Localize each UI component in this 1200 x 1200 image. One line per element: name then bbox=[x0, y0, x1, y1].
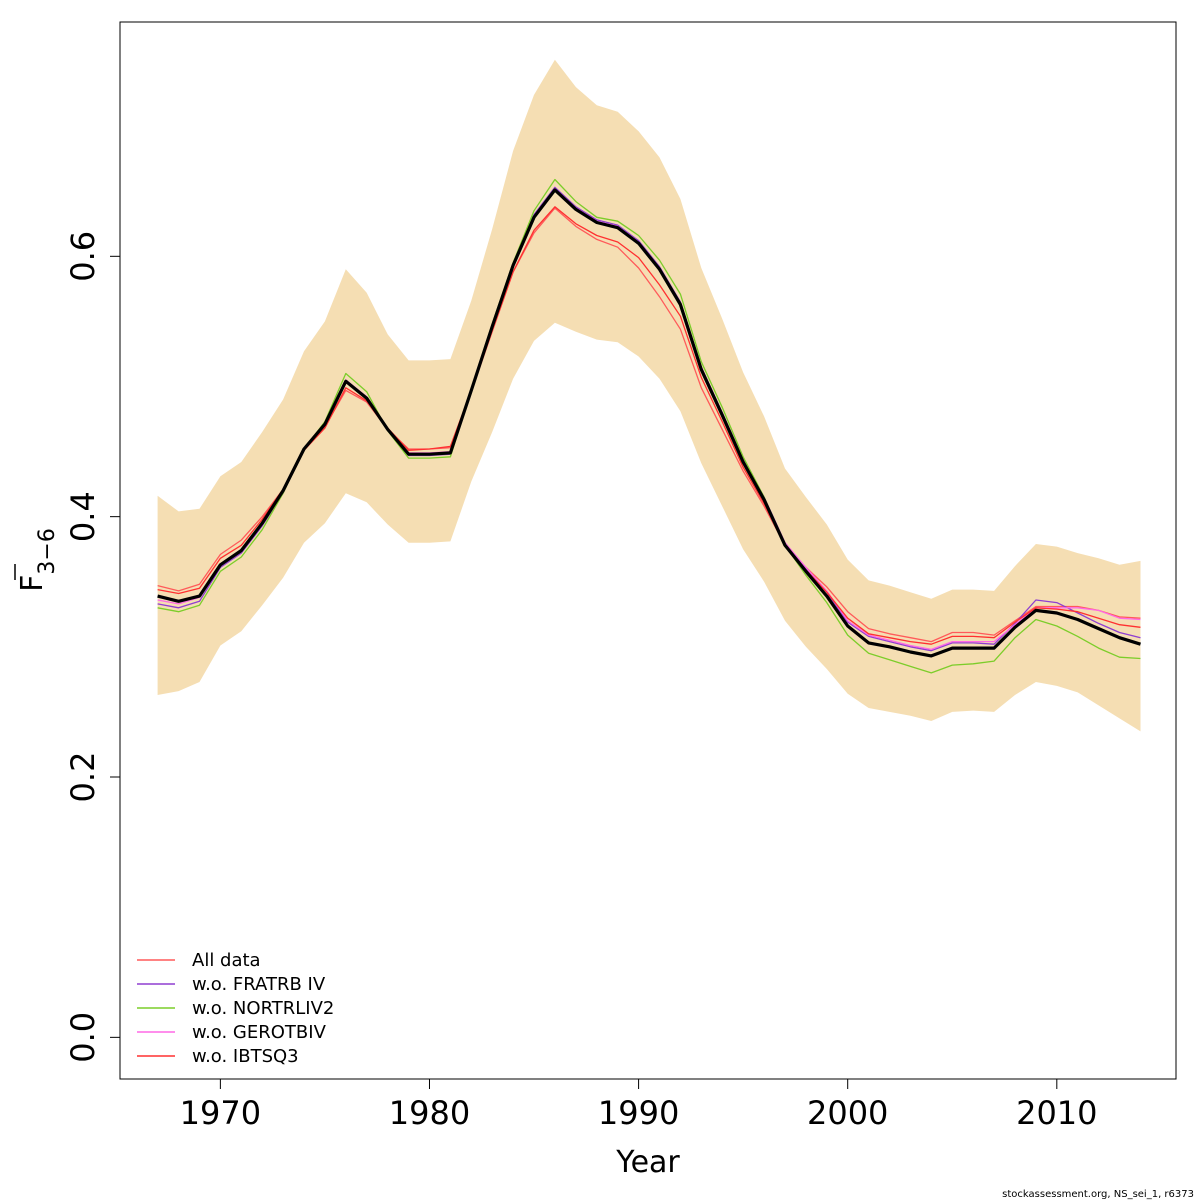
legend-label: w.o. FRATRB IV bbox=[192, 974, 326, 995]
axis-layer: 1970 1980 1990 2000 2010 0.0 0.2 0.4 0.6 bbox=[64, 231, 1098, 1132]
y-tick-label: 0.6 bbox=[64, 231, 102, 282]
confidence-band-layer bbox=[157, 59, 1141, 732]
series-layer bbox=[157, 178, 1141, 674]
y-tick-label: 0.2 bbox=[64, 752, 102, 803]
confidence-band bbox=[157, 59, 1141, 732]
x-axis-title: Year bbox=[615, 1145, 680, 1180]
y-axis-title: F3−6 bbox=[14, 528, 60, 592]
series-line bbox=[157, 206, 1141, 645]
x-tick-label: 2000 bbox=[807, 1094, 888, 1132]
y-tick-label: 0.0 bbox=[64, 1012, 102, 1063]
legend-label: w.o. NORTRLIV2 bbox=[192, 998, 334, 1019]
svg-text:F3−6: F3−6 bbox=[15, 528, 60, 592]
legend-label: w.o. IBTSQ3 bbox=[192, 1046, 299, 1067]
y-axis-title-sub: 3−6 bbox=[35, 528, 60, 574]
x-tick-label: 1990 bbox=[598, 1094, 679, 1132]
legend-label: All data bbox=[192, 950, 261, 971]
x-tick-label: 1980 bbox=[389, 1094, 470, 1132]
legend-label: w.o. GEROTBIV bbox=[192, 1022, 327, 1043]
legend: All data w.o. FRATRB IV w.o. NORTRLIV2 w.o.… bbox=[137, 950, 334, 1067]
y-axis-title-base: F bbox=[15, 575, 50, 592]
y-tick-label: 0.4 bbox=[64, 491, 102, 542]
x-tick-label: 1970 bbox=[180, 1094, 261, 1132]
x-tick-label: 2010 bbox=[1016, 1094, 1097, 1132]
main-estimate-line bbox=[157, 188, 1141, 658]
footer-note: stockassessment.org, NS_sei_1, r6373 bbox=[1002, 1189, 1194, 1200]
